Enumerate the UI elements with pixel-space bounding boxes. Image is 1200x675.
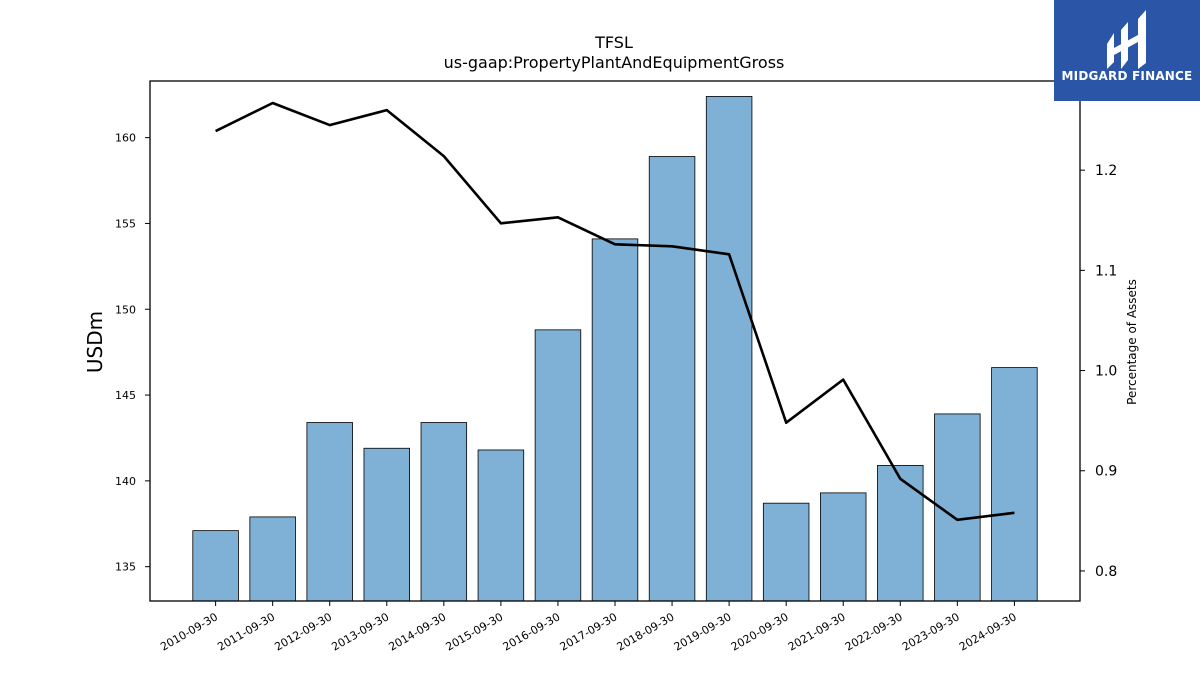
x-tick-label: 2022-09-30: [843, 610, 905, 653]
x-tick-label: 2018-09-30: [615, 610, 677, 653]
bar: [477, 449, 525, 602]
y2-tick-label: 1.2: [1095, 163, 1117, 179]
bar: [648, 156, 696, 602]
x-tick-label: 2015-09-30: [444, 610, 506, 653]
bar: [192, 530, 239, 602]
bar: [762, 502, 810, 602]
bar: [705, 96, 753, 602]
logo-text: MIDGARD FINANCE: [1061, 69, 1193, 83]
bar: [819, 492, 867, 602]
x-tick-label: 2020-09-30: [729, 610, 791, 653]
chart-title: TFSL: [594, 33, 633, 52]
y2-tick-label: 1.0: [1095, 364, 1117, 380]
chart-subtitle: us-gaap:PropertyPlantAndEquipmentGross: [444, 53, 785, 72]
bar: [534, 329, 582, 602]
y2-axis-label: Percentage of Assets: [1125, 279, 1139, 405]
y2-tick-label: 1.1: [1095, 263, 1117, 279]
bar: [877, 465, 924, 602]
x-tick-label: 2021-09-30: [786, 610, 848, 653]
y-tick-label: 145: [115, 389, 136, 402]
series-line: [215, 101, 1015, 522]
x-tick-label: 2011-09-30: [215, 610, 277, 653]
x-tick-label: 2013-09-30: [329, 610, 391, 653]
y-tick-label: 150: [115, 303, 136, 316]
bar: [306, 422, 353, 602]
y-axis-label: USDm: [83, 311, 107, 373]
y-tick-label: 140: [115, 475, 136, 488]
bar: [591, 238, 639, 602]
x-tick-label: 2023-09-30: [900, 610, 962, 653]
x-tick-label: 2017-09-30: [558, 610, 620, 653]
bar: [363, 447, 411, 602]
y-tick-label: 160: [115, 132, 136, 145]
y-tick-label: 155: [115, 217, 136, 230]
x-tick-label: 2016-09-30: [501, 610, 563, 653]
x-tick-label: 2019-09-30: [672, 610, 734, 653]
logo-mark-icon: [1107, 10, 1146, 69]
bar: [249, 516, 296, 602]
bar: [420, 422, 468, 602]
y2-tick-label: 0.9: [1095, 464, 1117, 480]
x-tick-label: 2010-09-30: [158, 610, 220, 653]
y2-tick-label: 0.8: [1095, 564, 1117, 580]
x-tick-label: 2014-09-30: [386, 610, 448, 653]
bar: [991, 367, 1038, 602]
y-tick-label: 135: [115, 561, 136, 574]
x-tick-label: 2012-09-30: [272, 610, 334, 653]
midgard-finance-logo: MIDGARD FINANCE: [1054, 0, 1200, 101]
x-tick-label: 2024-09-30: [957, 610, 1019, 653]
